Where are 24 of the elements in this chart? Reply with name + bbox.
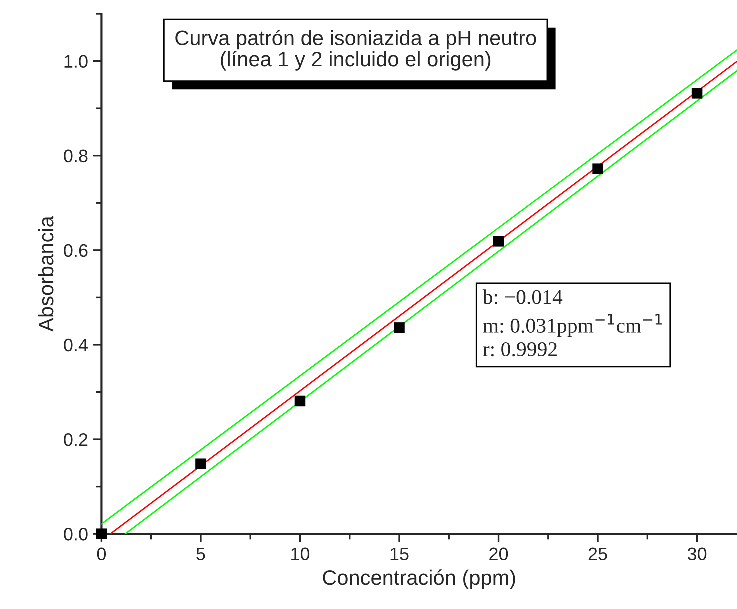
x-tick-label: 20 bbox=[490, 548, 508, 561]
point bbox=[493, 236, 504, 247]
y-tick-label: 0.2 bbox=[64, 433, 88, 446]
x-tick-label: 25 bbox=[588, 548, 608, 561]
y-axis-title: Absorbancia bbox=[38, 216, 54, 332]
x-tick-label: 30 bbox=[688, 548, 707, 561]
x-tick-label: 5 bbox=[196, 548, 206, 561]
point bbox=[394, 322, 405, 334]
x-tick-label: 0 bbox=[97, 548, 106, 561]
y-tick-label: 0.8 bbox=[64, 150, 88, 163]
y-tick-label: 1.0 bbox=[64, 55, 88, 68]
x-tick-label: 10 bbox=[292, 548, 310, 561]
point bbox=[592, 164, 604, 174]
text: Curva patrón de isoniazida a pH neutro (línea 1 y 2 incluido el origen) bbox=[176, 30, 536, 71]
point bbox=[294, 396, 306, 407]
point bbox=[692, 88, 703, 99]
x-tick-label: 15 bbox=[390, 548, 409, 561]
text: b: −0.014 m: 0.031ppm$^{−1}$cm$^{−1}$ r: 0.9992 bbox=[482, 290, 662, 357]
y-tick-label: 0.4 bbox=[64, 338, 88, 352]
point bbox=[96, 528, 108, 540]
point bbox=[196, 458, 206, 470]
y-tick-label: 0.6 bbox=[64, 244, 88, 258]
y-tick-label: 0.0 bbox=[64, 528, 88, 541]
x-axis-title: Concentración (ppm) bbox=[323, 570, 516, 590]
